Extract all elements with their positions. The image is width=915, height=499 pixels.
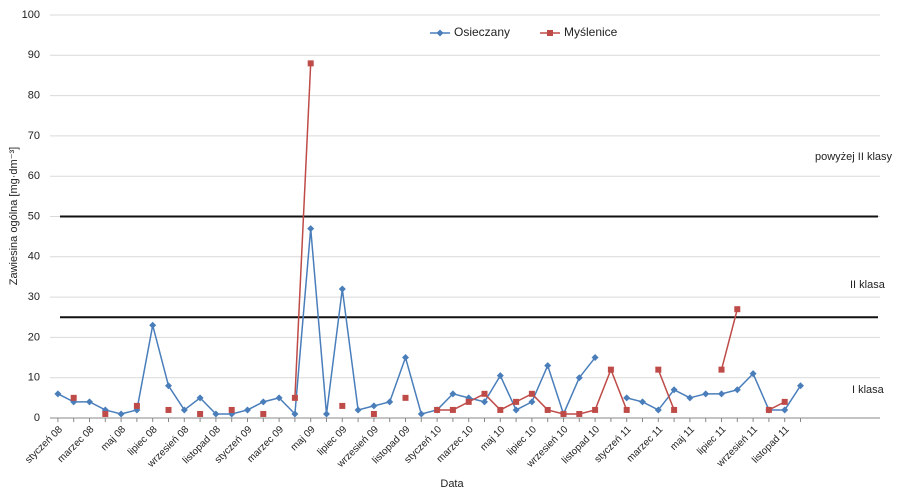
x-tick-label: maj 10 [478, 424, 507, 453]
data-point [291, 394, 298, 401]
y-tick-label: 50 [28, 210, 40, 222]
data-point [434, 406, 441, 413]
data-point [607, 366, 614, 373]
data-point [54, 390, 62, 398]
y-tick-label: 30 [28, 291, 40, 303]
data-point [386, 398, 394, 406]
data-point [797, 382, 804, 390]
data-point [654, 406, 662, 414]
data-point [686, 394, 694, 402]
y-tick-label: 10 [28, 372, 40, 384]
data-point [212, 410, 220, 418]
data-point [481, 390, 488, 397]
data-point [117, 410, 125, 418]
legend-marker [547, 30, 553, 36]
data-point [591, 354, 599, 362]
data-point [702, 390, 710, 398]
y-tick-label: 80 [28, 90, 40, 102]
data-point [307, 60, 314, 67]
data-point [544, 406, 551, 413]
data-point [481, 398, 488, 406]
data-point [513, 398, 520, 405]
data-point [449, 406, 456, 413]
data-point [765, 406, 772, 413]
data-point [370, 402, 378, 410]
data-point [259, 398, 267, 406]
data-point [133, 402, 140, 409]
data-point [165, 382, 172, 390]
data-point [749, 370, 757, 378]
data-point [655, 366, 662, 373]
legend-label: Osieczany [454, 25, 510, 39]
data-point [528, 398, 536, 406]
data-point [671, 406, 678, 413]
data-point [402, 354, 409, 362]
data-point [70, 394, 77, 401]
data-point [291, 410, 299, 418]
data-point [670, 386, 678, 394]
data-point [197, 410, 204, 417]
data-point [718, 390, 725, 398]
data-point [496, 372, 504, 380]
data-point [497, 406, 504, 413]
data-point [260, 410, 267, 417]
data-point [781, 406, 789, 414]
y-tick-label: 70 [28, 130, 40, 142]
data-point [781, 398, 788, 405]
class-annotation: I klasa [852, 384, 885, 396]
x-tick-label: maj 09 [289, 424, 318, 453]
y-tick-label: 100 [22, 9, 40, 21]
x-tick-label: maj 08 [99, 424, 128, 453]
data-point [354, 406, 362, 414]
series-line [294, 63, 786, 415]
class-annotation: powyżej II klasy [815, 151, 893, 163]
data-point [402, 394, 409, 401]
data-point [639, 398, 646, 406]
data-point [102, 410, 109, 417]
data-point [544, 362, 552, 370]
data-point [449, 390, 457, 398]
data-point [733, 386, 741, 394]
legend-label: Myślenice [564, 25, 618, 39]
data-point [575, 374, 583, 382]
data-point [196, 394, 204, 402]
data-point [576, 410, 583, 417]
y-tick-label: 40 [28, 251, 40, 263]
data-point [275, 394, 283, 402]
data-point [560, 410, 567, 417]
data-point [338, 285, 346, 293]
data-point [339, 402, 346, 409]
data-point [370, 410, 377, 417]
data-point [512, 406, 520, 414]
y-tick-label: 90 [28, 49, 40, 61]
data-point [623, 406, 630, 413]
data-point [718, 366, 725, 373]
data-point [244, 406, 251, 414]
data-point [528, 390, 535, 397]
x-tick-label: maj 11 [668, 424, 697, 453]
class-annotation: II klasa [850, 279, 886, 291]
data-point [465, 398, 472, 405]
y-tick-label: 0 [34, 412, 40, 424]
legend-marker [436, 29, 444, 37]
data-point [734, 306, 741, 313]
data-point [149, 321, 157, 329]
y-tick-label: 20 [28, 331, 40, 343]
data-point [307, 225, 315, 233]
data-point [323, 410, 330, 418]
data-point [228, 406, 235, 413]
data-point [623, 394, 631, 402]
data-point [417, 410, 425, 418]
data-point [592, 406, 599, 413]
data-point [165, 406, 172, 413]
data-point [86, 398, 93, 406]
data-point [180, 406, 188, 414]
x-axis-label: Data [440, 478, 464, 490]
y-tick-label: 60 [28, 170, 40, 182]
y-axis-label: Zawiesina ogólna [mg·dm⁻³] [8, 147, 20, 285]
